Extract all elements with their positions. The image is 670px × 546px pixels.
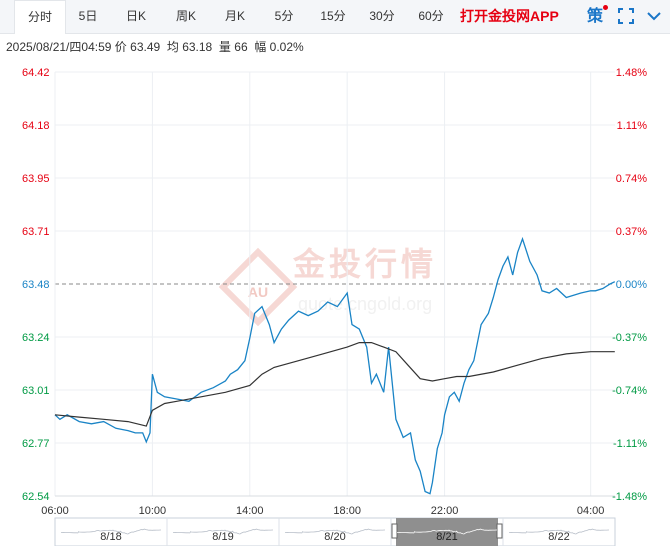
chevron-down-icon[interactable] xyxy=(646,8,662,24)
y-tick-label-right: -0.74% xyxy=(612,385,647,397)
navigator-date-label: 8/19 xyxy=(212,531,233,543)
tab-5-min[interactable]: 5分 xyxy=(274,9,294,23)
navigator-date-label: 8/18 xyxy=(100,531,121,543)
y-tick-label-left: 63.48 xyxy=(22,279,50,291)
average-label: 均 xyxy=(166,40,179,54)
y-tick-label-left: 62.77 xyxy=(22,438,50,450)
y-tick-label-right: 0.00% xyxy=(616,279,647,291)
y-tick-label-right: -1.11% xyxy=(613,438,647,450)
average-line xyxy=(54,342,615,427)
y-tick-label-left: 64.18 xyxy=(22,120,50,132)
price-label: 价 xyxy=(114,40,127,54)
price-line xyxy=(54,236,616,495)
tab-intraday[interactable]: 分时 xyxy=(14,0,66,34)
amplitude-label: 幅 xyxy=(254,40,267,54)
y-tick-label-left: 63.71 xyxy=(22,226,50,238)
quote-info-bar: 2025/08/21/四04:59 价 63.49 均 63.18 量 66 幅… xyxy=(6,38,304,55)
y-tick-label-right: -0.37% xyxy=(612,332,647,344)
tab-15-min[interactable]: 15分 xyxy=(320,9,346,23)
x-tick-label: 18:00 xyxy=(333,505,361,517)
navigator-selected-range[interactable] xyxy=(396,518,498,546)
fullscreen-icon[interactable] xyxy=(618,8,634,24)
volume-label: 量 xyxy=(218,40,231,54)
navigator-trace xyxy=(396,528,497,535)
period-tab-bar: 分时 5日 日K 周K 月K 5分 15分 30分 60分 打开金投网APP 策 xyxy=(0,0,670,34)
y-tick-label-left: 62.54 xyxy=(22,491,50,503)
navigator-trace xyxy=(284,528,385,535)
amplitude-value: 0.02% xyxy=(269,40,304,54)
x-tick-label: 04:00 xyxy=(577,505,605,517)
range-navigator xyxy=(54,517,616,546)
y-tick-label-left: 63.01 xyxy=(22,385,50,397)
quote-datetime: 2025/08/21/四04:59 xyxy=(6,40,112,54)
notification-dot xyxy=(603,5,608,10)
navigator-left-handle[interactable] xyxy=(391,523,398,539)
navigator-trace xyxy=(508,528,609,535)
navigator-date-label: 8/21 xyxy=(436,531,457,543)
x-tick-label: 10:00 xyxy=(139,505,167,517)
y-tick-label-right: 1.48% xyxy=(616,67,647,79)
x-tick-label: 22:00 xyxy=(431,505,459,517)
y-tick-label-right: 1.11% xyxy=(617,120,648,132)
tab-30-min[interactable]: 30分 xyxy=(369,9,395,23)
y-tick-label-right: 0.37% xyxy=(616,226,647,238)
tab-daily-k[interactable]: 日K xyxy=(125,9,146,23)
navigator-trace xyxy=(172,528,273,535)
tab-weekly-k[interactable]: 周K xyxy=(175,9,196,23)
watermark-logo-icon xyxy=(218,247,298,327)
navigator-right-handle[interactable] xyxy=(496,523,503,539)
y-tick-label-left: 64.42 xyxy=(22,67,50,79)
open-app-link[interactable]: 打开金投网APP xyxy=(460,8,559,24)
tab-5-day[interactable]: 5日 xyxy=(78,9,98,23)
y-tick-label-left: 63.24 xyxy=(22,332,50,344)
watermark-logo-text: AU xyxy=(248,284,268,300)
x-tick-label: 14:00 xyxy=(236,505,264,517)
watermark-brand: 金投行情 xyxy=(292,246,437,282)
tab-monthly-k[interactable]: 月K xyxy=(224,9,245,23)
strategy-button[interactable]: 策 xyxy=(587,8,604,25)
navigator-trace xyxy=(60,528,161,535)
y-tick-label-left: 63.95 xyxy=(22,173,50,185)
y-tick-label-right: -1.48% xyxy=(612,491,647,503)
average-value: 63.18 xyxy=(182,40,213,54)
navigator-date-label: 8/20 xyxy=(324,531,345,543)
watermark-url: quote.cngold.org xyxy=(298,294,432,314)
volume-value: 66 xyxy=(234,40,248,54)
y-tick-label-right: 0.74% xyxy=(616,173,647,185)
tab-60-min[interactable]: 60分 xyxy=(418,9,444,23)
price-value: 63.49 xyxy=(130,40,161,54)
navigator-date-label: 8/22 xyxy=(548,531,569,543)
x-tick-label: 06:00 xyxy=(41,505,69,517)
